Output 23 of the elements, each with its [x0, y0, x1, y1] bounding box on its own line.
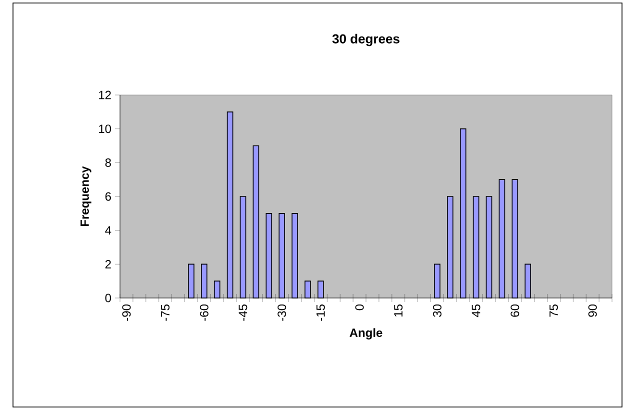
y-tick-label: 6	[105, 192, 111, 201]
x-tick-label: 60	[510, 304, 520, 317]
y-tick-label: 4	[105, 226, 112, 234]
x-axis-title: Angle	[350, 328, 382, 340]
y-tick-label: 10	[99, 124, 112, 134]
y-axis-title: Frequency	[80, 166, 92, 226]
x-tick-label: -15	[316, 304, 325, 321]
y-tick-label: 0	[105, 294, 112, 302]
y-tick-label: 8	[105, 158, 111, 167]
x-tick-label: -60	[200, 304, 208, 321]
x-tick-label: 0	[355, 304, 364, 310]
x-tick-label: -90	[122, 304, 131, 321]
y-tick-label: 2	[105, 260, 111, 268]
x-tick-label: 30	[432, 304, 442, 317]
x-tick-label: 90	[588, 304, 597, 317]
x-tick-label: 45	[472, 304, 480, 318]
x-tick-label: 75	[550, 304, 558, 317]
x-tick-label: -45	[238, 304, 248, 321]
x-tick-label: -75	[161, 304, 170, 321]
x-tick-label: -30	[278, 304, 286, 321]
chart-title: 30 degrees	[332, 34, 400, 46]
y-tick-label: 12	[99, 90, 111, 100]
x-tick-label: 15	[394, 304, 403, 316]
